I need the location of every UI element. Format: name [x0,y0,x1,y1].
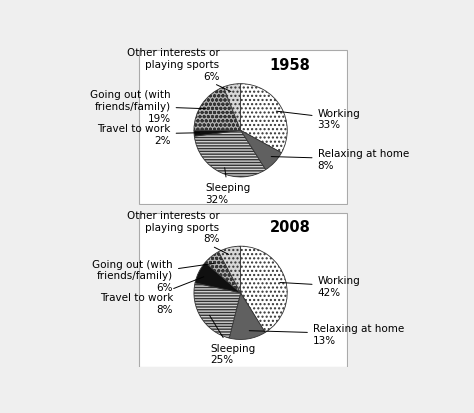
Text: Working
42%: Working 42% [280,275,360,297]
Text: Travel to work
2%: Travel to work 2% [97,124,200,145]
Text: Going out (with
friends/family)
19%: Going out (with friends/family) 19% [90,90,206,123]
Text: Relaxing at home
13%: Relaxing at home 13% [249,323,404,345]
Wedge shape [194,131,241,137]
Text: Going out (with
friends/family)
6%: Going out (with friends/family) 6% [92,259,214,292]
Wedge shape [229,293,265,339]
Text: Travel to work
8%: Travel to work 8% [100,277,204,314]
Wedge shape [205,252,241,293]
Wedge shape [219,247,241,293]
Text: 2008: 2008 [270,220,310,235]
Wedge shape [195,263,241,293]
Text: Other interests or
playing sports
6%: Other interests or playing sports 6% [127,48,231,93]
Text: 1958: 1958 [270,57,310,72]
Wedge shape [194,283,241,338]
Wedge shape [241,247,287,333]
Text: Other interests or
playing sports
8%: Other interests or playing sports 8% [127,211,229,255]
Text: Sleeping
32%: Sleeping 32% [206,168,251,204]
Text: Sleeping
25%: Sleeping 25% [210,316,255,364]
Wedge shape [194,88,241,131]
Wedge shape [194,131,265,178]
Wedge shape [241,131,282,170]
Wedge shape [241,85,287,153]
Text: Relaxing at home
8%: Relaxing at home 8% [271,149,409,171]
FancyBboxPatch shape [139,51,347,204]
Wedge shape [223,85,241,131]
Text: Working
33%: Working 33% [276,109,360,130]
FancyBboxPatch shape [139,213,347,367]
